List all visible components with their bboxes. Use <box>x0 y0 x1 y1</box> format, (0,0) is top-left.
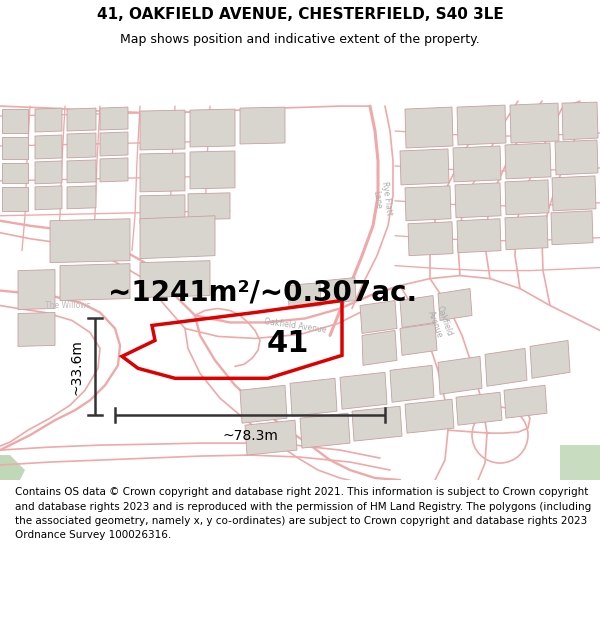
Polygon shape <box>2 163 28 183</box>
Polygon shape <box>67 160 96 183</box>
Text: Rye Flatt
Lane: Rye Flatt Lane <box>370 181 394 217</box>
Polygon shape <box>505 180 549 215</box>
Polygon shape <box>18 269 55 309</box>
Text: Oakfield
Avenue: Oakfield Avenue <box>425 304 455 341</box>
Polygon shape <box>457 219 501 253</box>
Polygon shape <box>67 108 96 131</box>
Polygon shape <box>530 341 570 378</box>
Polygon shape <box>485 348 527 386</box>
Polygon shape <box>551 211 593 244</box>
Polygon shape <box>405 107 453 148</box>
Polygon shape <box>100 107 128 130</box>
Polygon shape <box>456 392 502 425</box>
Polygon shape <box>555 140 598 175</box>
Text: Contains OS data © Crown copyright and database right 2021. This information is : Contains OS data © Crown copyright and d… <box>15 488 591 541</box>
Text: The Willows: The Willows <box>45 301 91 310</box>
Polygon shape <box>340 372 387 409</box>
Polygon shape <box>505 216 548 249</box>
Polygon shape <box>505 143 551 179</box>
Text: ~33.6m: ~33.6m <box>69 339 83 395</box>
Polygon shape <box>560 445 600 480</box>
Polygon shape <box>140 110 185 150</box>
Polygon shape <box>457 105 506 145</box>
Polygon shape <box>140 216 215 259</box>
Polygon shape <box>35 135 62 159</box>
Polygon shape <box>0 455 25 480</box>
Polygon shape <box>453 146 501 182</box>
Polygon shape <box>290 378 337 416</box>
Polygon shape <box>504 385 547 418</box>
Polygon shape <box>190 151 235 189</box>
Text: 41, OAKFIELD AVENUE, CHESTERFIELD, S40 3LE: 41, OAKFIELD AVENUE, CHESTERFIELD, S40 3… <box>97 7 503 22</box>
Polygon shape <box>140 195 185 224</box>
Polygon shape <box>510 103 559 143</box>
Polygon shape <box>438 356 482 394</box>
Polygon shape <box>300 413 350 448</box>
Polygon shape <box>352 406 402 441</box>
Polygon shape <box>325 278 356 304</box>
Polygon shape <box>245 420 297 455</box>
Text: ~78.3m: ~78.3m <box>222 429 278 443</box>
Polygon shape <box>360 301 397 333</box>
Polygon shape <box>18 312 55 346</box>
Polygon shape <box>2 137 28 159</box>
Polygon shape <box>190 109 235 147</box>
Polygon shape <box>60 264 130 301</box>
Polygon shape <box>188 193 230 220</box>
Polygon shape <box>35 186 62 210</box>
Text: 41: 41 <box>267 329 309 358</box>
Polygon shape <box>405 186 451 221</box>
Polygon shape <box>400 324 437 356</box>
Polygon shape <box>100 158 128 182</box>
Text: Map shows position and indicative extent of the property.: Map shows position and indicative extent… <box>120 34 480 46</box>
Polygon shape <box>288 282 321 309</box>
Polygon shape <box>240 107 285 144</box>
Text: Oakfield Avenue: Oakfield Avenue <box>263 317 326 334</box>
Polygon shape <box>2 187 28 211</box>
Polygon shape <box>455 183 501 218</box>
Polygon shape <box>240 385 287 423</box>
Polygon shape <box>67 186 96 209</box>
Polygon shape <box>552 176 596 211</box>
Polygon shape <box>50 219 130 262</box>
Polygon shape <box>35 108 62 132</box>
Text: ~1241m²/~0.307ac.: ~1241m²/~0.307ac. <box>108 279 417 307</box>
Polygon shape <box>67 133 96 158</box>
Polygon shape <box>400 296 435 328</box>
Polygon shape <box>400 149 449 185</box>
Polygon shape <box>100 132 128 156</box>
Polygon shape <box>408 222 453 256</box>
Polygon shape <box>390 366 434 403</box>
Polygon shape <box>362 331 397 366</box>
Polygon shape <box>2 109 28 133</box>
Polygon shape <box>438 289 472 321</box>
Polygon shape <box>35 161 62 184</box>
Polygon shape <box>140 153 185 192</box>
Polygon shape <box>562 102 598 140</box>
Polygon shape <box>140 261 210 298</box>
Polygon shape <box>405 399 454 433</box>
